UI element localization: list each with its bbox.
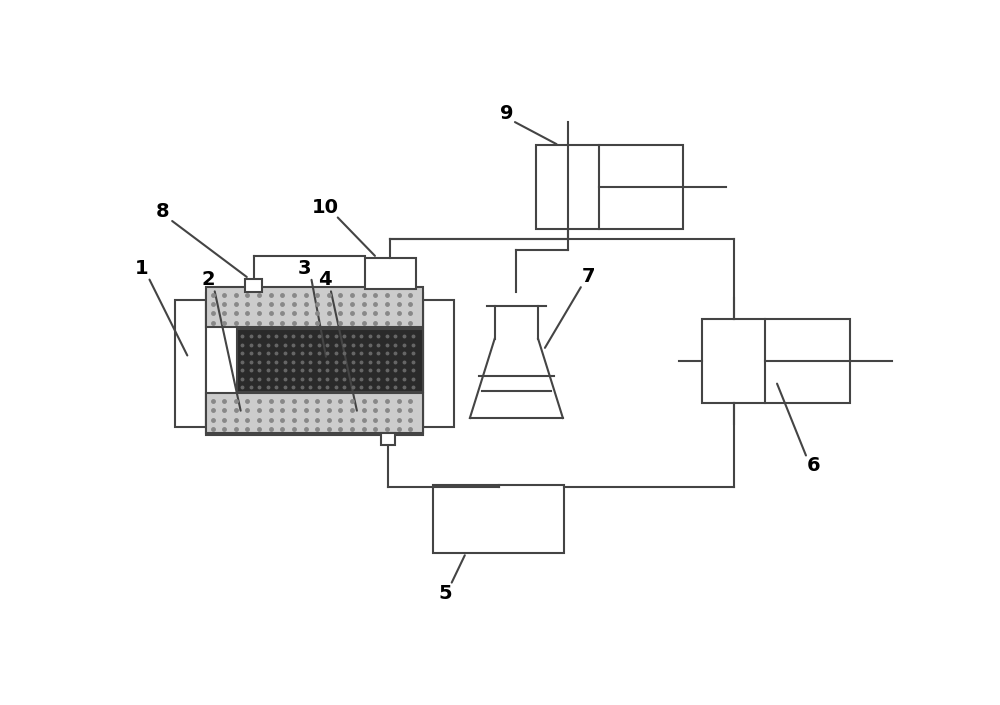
Bar [206, 287, 423, 327]
Text: 5: 5 [438, 584, 452, 603]
Bar [206, 393, 423, 434]
Bar [702, 319, 850, 403]
Text: 3: 3 [298, 259, 312, 278]
Bar [237, 329, 423, 392]
Text: 10: 10 [311, 198, 338, 217]
Text: 1: 1 [135, 259, 149, 278]
Bar [433, 485, 564, 553]
Bar [206, 293, 423, 435]
Bar [381, 433, 395, 445]
Text: 7: 7 [582, 266, 595, 286]
Bar [536, 145, 683, 228]
Text: 6: 6 [806, 456, 820, 475]
Text: 8: 8 [155, 202, 169, 221]
Text: 4: 4 [318, 270, 332, 289]
Bar [365, 258, 416, 288]
Bar [423, 300, 454, 427]
Text: 2: 2 [202, 270, 216, 289]
Bar [245, 278, 262, 293]
Bar [175, 300, 206, 427]
Text: 9: 9 [500, 104, 513, 123]
